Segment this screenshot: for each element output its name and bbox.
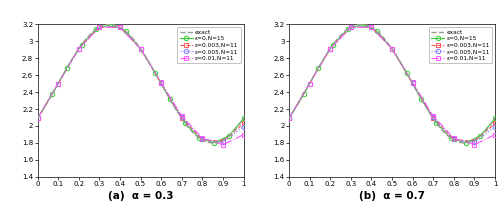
- exact: [384, 41, 390, 44]
- exact: [358, 23, 364, 26]
- exact: [146, 61, 152, 64]
- exact: [455, 141, 461, 143]
- Legend: exact, ε=0,N=15, ε=0.003,N=11, ε=0.005,N=11, ε=0.01,N=11: exact, ε=0,N=15, ε=0.003,N=11, ε=0.005,N…: [178, 27, 240, 63]
- exact: [398, 61, 404, 64]
- exact: [409, 81, 415, 84]
- Line: exact: exact: [289, 24, 495, 143]
- exact: [210, 142, 216, 144]
- X-axis label: (b)  α = 0.7: (b) α = 0.7: [359, 191, 425, 201]
- exact: [158, 81, 164, 84]
- exact: [286, 117, 292, 120]
- exact: [492, 117, 498, 120]
- X-axis label: (a)  α = 0.3: (a) α = 0.3: [108, 191, 174, 201]
- exact: [240, 117, 246, 120]
- exact: [386, 42, 392, 45]
- exact: [133, 41, 139, 44]
- exact: [34, 117, 40, 120]
- exact: [236, 123, 242, 126]
- exact: [204, 141, 210, 143]
- exact: [134, 42, 140, 45]
- exact: [488, 123, 494, 126]
- exact: [461, 142, 467, 144]
- exact: [107, 23, 113, 26]
- Line: exact: exact: [38, 24, 244, 143]
- Legend: exact, ε=0,N=15, ε=0.003,N=11, ε=0.005,N=11, ε=0.01,N=11: exact, ε=0,N=15, ε=0.003,N=11, ε=0.005,N…: [429, 27, 492, 63]
